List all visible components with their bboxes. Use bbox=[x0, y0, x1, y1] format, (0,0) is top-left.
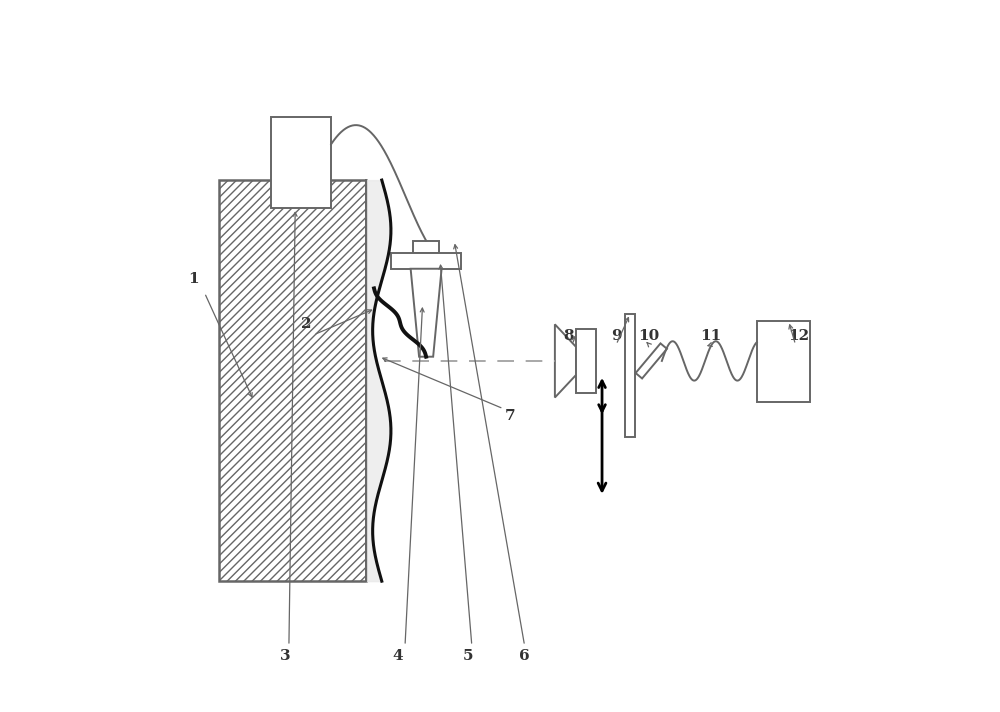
Bar bbox=[576, 329, 596, 392]
Bar bbox=[271, 117, 331, 208]
Bar bbox=[219, 180, 366, 581]
Bar bbox=[757, 321, 810, 402]
Text: 9: 9 bbox=[611, 329, 621, 343]
Text: 7: 7 bbox=[505, 409, 516, 423]
Text: 10: 10 bbox=[639, 329, 660, 343]
Text: 2: 2 bbox=[301, 318, 312, 331]
Bar bbox=[391, 253, 461, 268]
Text: 8: 8 bbox=[564, 329, 574, 343]
Bar bbox=[413, 241, 439, 253]
Text: 3: 3 bbox=[280, 649, 291, 664]
Bar bbox=[625, 314, 635, 437]
Text: 5: 5 bbox=[463, 649, 474, 664]
Polygon shape bbox=[411, 268, 442, 357]
Polygon shape bbox=[555, 325, 576, 397]
Text: 12: 12 bbox=[788, 329, 810, 343]
Text: 11: 11 bbox=[700, 329, 722, 343]
Text: 4: 4 bbox=[393, 649, 403, 664]
Text: 1: 1 bbox=[189, 271, 199, 286]
Text: 6: 6 bbox=[519, 649, 530, 664]
Polygon shape bbox=[636, 343, 667, 379]
